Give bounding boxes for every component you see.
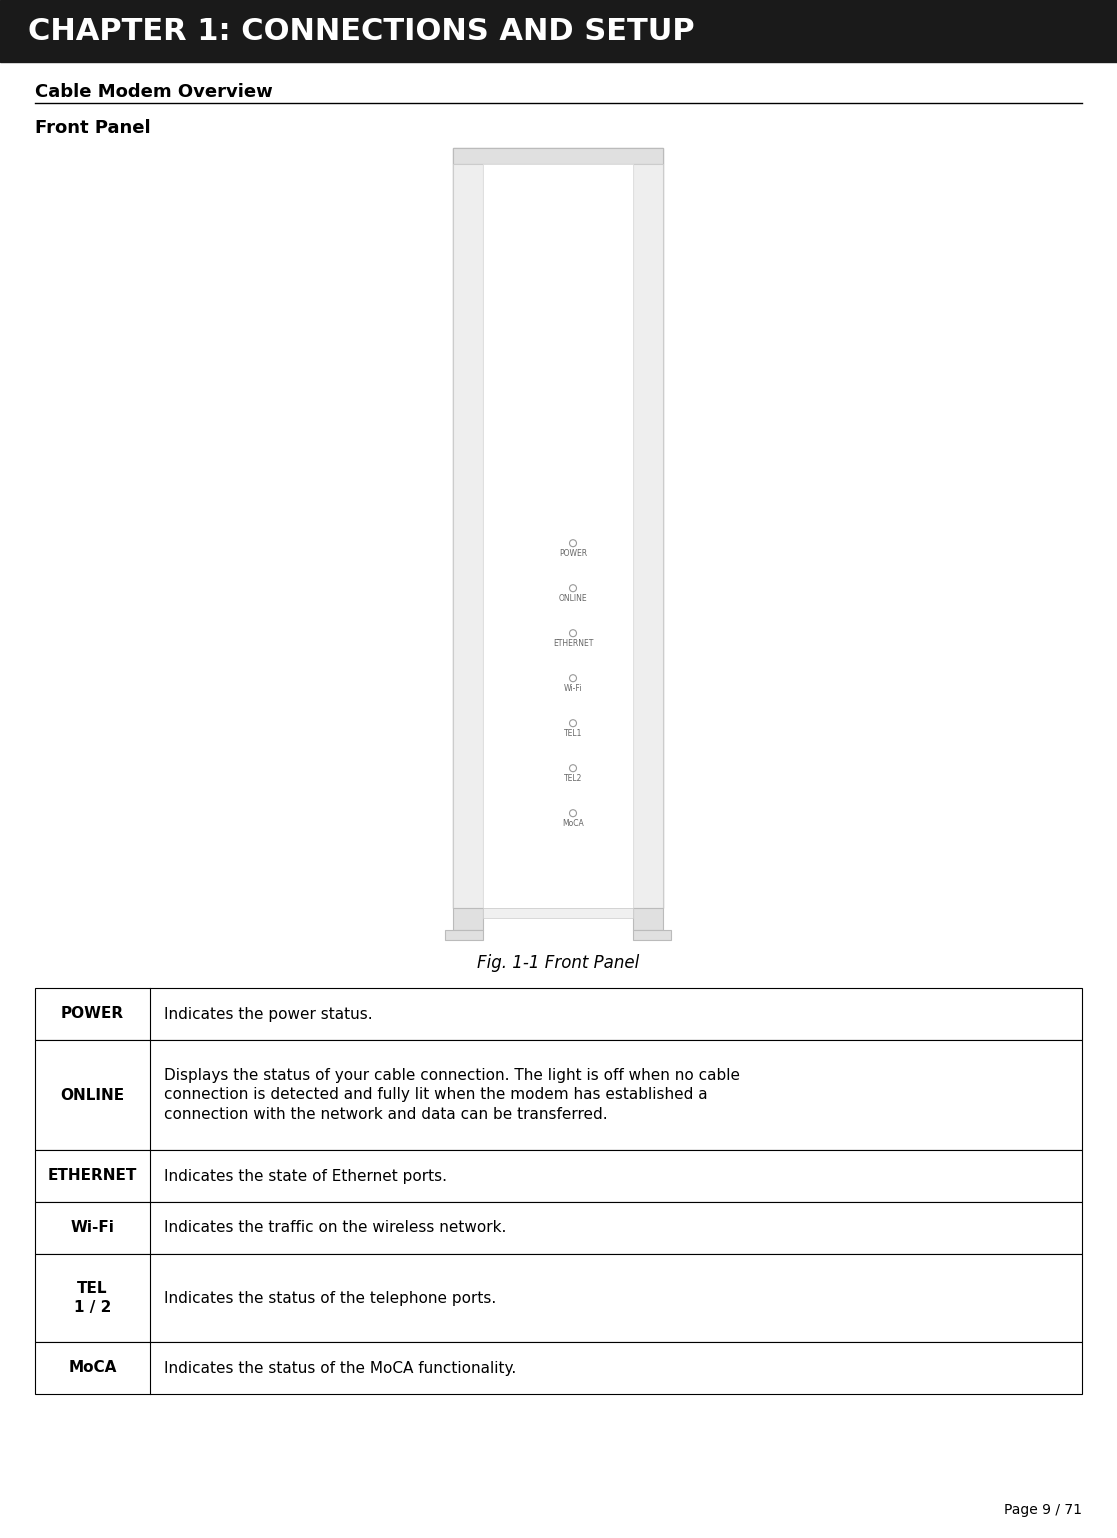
Bar: [35, 1040, 1082, 1150]
Bar: [0, 0, 1117, 62]
Text: Page 9 / 71: Page 9 / 71: [1004, 1503, 1082, 1516]
Bar: [633, 907, 663, 930]
Circle shape: [570, 764, 576, 772]
Text: CHAPTER 1: CONNECTIONS AND SETUP: CHAPTER 1: CONNECTIONS AND SETUP: [28, 17, 695, 46]
Text: Indicates the status of the telephone ports.: Indicates the status of the telephone po…: [164, 1290, 496, 1306]
Text: Displays the status of your cable connection. The light is off when no cable
con: Displays the status of your cable connec…: [164, 1067, 739, 1123]
Text: Fig. 1-1 Front Panel: Fig. 1-1 Front Panel: [477, 954, 639, 972]
Text: MoCA: MoCA: [562, 818, 584, 827]
Circle shape: [570, 629, 576, 637]
Text: POWER: POWER: [61, 1006, 124, 1021]
Circle shape: [570, 720, 576, 726]
Circle shape: [570, 540, 576, 546]
Text: ETHERNET: ETHERNET: [553, 638, 593, 647]
Bar: [483, 165, 633, 907]
Text: ETHERNET: ETHERNET: [48, 1169, 137, 1184]
Text: ONLINE: ONLINE: [558, 594, 588, 603]
Bar: [35, 1343, 1082, 1393]
Text: TEL1: TEL1: [564, 729, 582, 738]
Text: Indicates the traffic on the wireless network.: Indicates the traffic on the wireless ne…: [164, 1221, 506, 1235]
Bar: [633, 930, 671, 940]
Bar: [633, 165, 663, 907]
Text: Wi-Fi: Wi-Fi: [70, 1221, 114, 1235]
Text: Cable Modem Overview: Cable Modem Overview: [35, 83, 273, 102]
Text: Wi-Fi: Wi-Fi: [564, 684, 582, 692]
Bar: [454, 907, 483, 930]
Text: MoCA: MoCA: [68, 1361, 116, 1375]
Bar: [445, 930, 483, 940]
Bar: [35, 1203, 1082, 1253]
Text: TEL
1 / 2: TEL 1 / 2: [74, 1281, 112, 1315]
Bar: [454, 148, 663, 907]
Bar: [35, 1150, 1082, 1203]
Bar: [35, 1253, 1082, 1343]
Bar: [454, 165, 483, 907]
Text: Indicates the status of the MoCA functionality.: Indicates the status of the MoCA functio…: [164, 1361, 516, 1375]
Text: TEL2: TEL2: [564, 774, 582, 783]
Circle shape: [570, 584, 576, 592]
Bar: [454, 148, 663, 165]
Bar: [483, 907, 633, 918]
Text: POWER: POWER: [558, 549, 588, 558]
Text: Indicates the state of Ethernet ports.: Indicates the state of Ethernet ports.: [164, 1169, 447, 1184]
Text: Indicates the power status.: Indicates the power status.: [164, 1006, 373, 1021]
Text: ONLINE: ONLINE: [60, 1087, 125, 1103]
Circle shape: [570, 809, 576, 817]
Text: Front Panel: Front Panel: [35, 118, 151, 137]
Circle shape: [570, 675, 576, 681]
Bar: [35, 987, 1082, 1040]
